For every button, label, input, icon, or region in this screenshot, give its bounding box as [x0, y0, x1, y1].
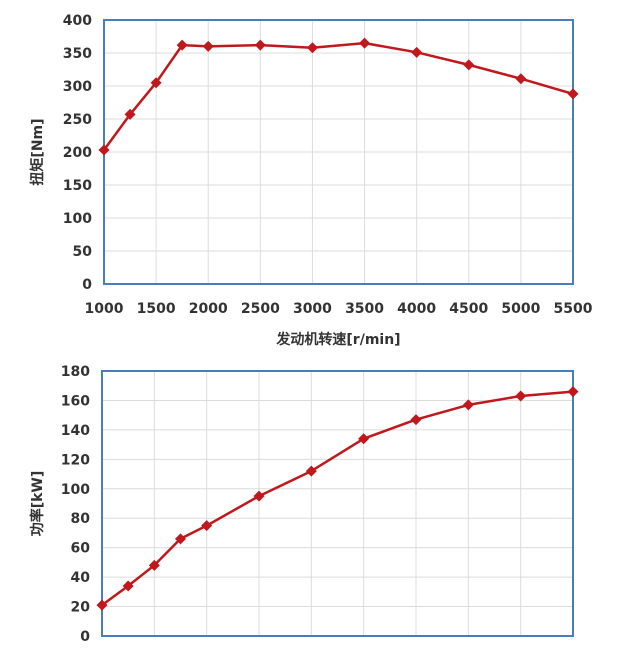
data-point-marker: [254, 39, 266, 51]
x-tick-label: 5500: [554, 301, 593, 317]
data-point-marker: [202, 40, 214, 52]
data-point-marker: [462, 399, 474, 411]
x-tick-label: 2000: [189, 301, 228, 317]
data-point-marker: [305, 465, 317, 477]
x-tick-label: 1500: [137, 301, 176, 317]
data-point-marker: [410, 414, 422, 426]
data-point-marker: [359, 37, 371, 49]
y-tick-label: 120: [61, 452, 90, 468]
data-point-marker: [122, 580, 134, 592]
x-tick-label: 2500: [241, 301, 280, 317]
x-tick-label: 4500: [449, 301, 488, 317]
y-tick-label: 160: [61, 393, 90, 409]
data-point-marker: [515, 73, 527, 85]
data-point-marker: [176, 39, 188, 51]
power-chart: 0 20 40 60 80 100 120 140 160 180 功率[kW]: [29, 364, 579, 645]
y-tick-label: 20: [71, 600, 91, 616]
y-tick-label: 100: [61, 482, 90, 498]
y-tick-label: 400: [63, 13, 92, 29]
y-tick-label: 100: [63, 211, 92, 227]
data-point-marker: [253, 490, 265, 502]
y-tick-label: 60: [71, 541, 91, 557]
data-point-marker: [148, 559, 160, 571]
y-tick-label: 40: [71, 570, 91, 586]
data-point-marker: [306, 42, 318, 54]
y-tick-label: 300: [63, 79, 92, 95]
y-tick-label: 250: [63, 112, 92, 128]
y-tick-label: 150: [63, 178, 92, 194]
x-tick-label: 5000: [501, 301, 540, 317]
data-point-marker: [515, 390, 527, 402]
x-tick-label: 3500: [345, 301, 384, 317]
y-tick-label: 180: [61, 364, 90, 380]
y-axis-title: 扭矩[Nm]: [29, 118, 46, 185]
data-point-marker: [567, 386, 579, 398]
data-point-marker: [124, 108, 136, 120]
y-tick-label: 200: [63, 145, 92, 161]
data-point-marker: [463, 59, 475, 71]
data-point-marker: [201, 520, 213, 532]
data-point-marker: [567, 88, 579, 100]
data-point-marker: [96, 599, 108, 611]
data-point-marker: [411, 46, 423, 58]
series-line: [101, 390, 574, 607]
plot-frame: [101, 370, 574, 637]
y-tick-label: 80: [71, 511, 91, 527]
y-tick-label: 50: [73, 244, 93, 260]
x-tick-label: 1000: [85, 301, 124, 317]
y-tick-label: 0: [82, 277, 92, 293]
y-axis-title: 功率[kW]: [29, 471, 46, 537]
data-point-marker: [150, 77, 162, 89]
data-point-marker: [175, 533, 186, 545]
y-tick-label: 350: [63, 46, 92, 62]
torque-chart: 0 50 100 150 200 250 300 350 400 1000 1500 2000 2500…: [29, 13, 593, 348]
x-axis-title: 发动机转速[r/min]: [275, 331, 400, 348]
x-tick-label: 3000: [293, 301, 332, 317]
y-tick-label: 0: [80, 629, 90, 645]
series-line: [102, 41, 574, 151]
y-tick-label: 140: [61, 423, 90, 439]
x-tick-label: 4000: [397, 301, 436, 317]
data-point-marker: [98, 144, 110, 156]
data-point-marker: [358, 433, 370, 445]
